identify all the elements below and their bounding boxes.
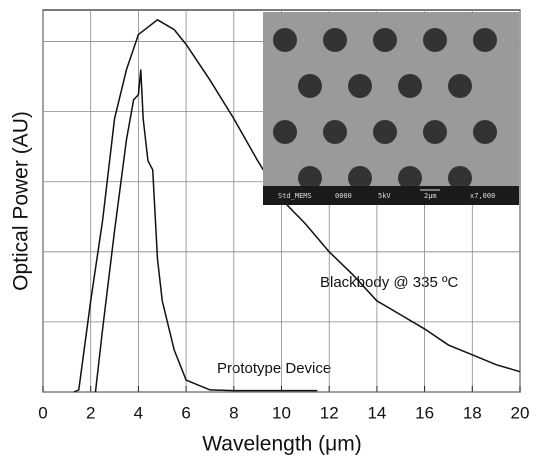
sem-label: Std_MEMS	[278, 192, 312, 200]
x-tick-label: 12	[320, 403, 339, 422]
x-tick-label: 8	[229, 403, 238, 422]
sem-hole	[473, 120, 497, 144]
x-tick-label: 4	[134, 403, 143, 422]
series-line	[73, 18, 521, 393]
sem-inset: Std_MEMS 0000 5kV 2μm x7,000	[263, 12, 519, 205]
sem-hole	[323, 120, 347, 144]
series-line	[94, 69, 318, 393]
sem-hole	[373, 120, 397, 144]
sem-hole	[473, 28, 497, 52]
sem-label: 2μm	[424, 192, 437, 200]
x-axis-title: Wavelength (μm)	[202, 433, 362, 456]
sem-hole	[298, 166, 322, 190]
sem-hole	[423, 120, 447, 144]
sem-hole	[448, 74, 472, 98]
sem-hole	[423, 28, 447, 52]
x-tick-label: 16	[415, 403, 434, 422]
sem-label: x7,000	[470, 192, 495, 200]
sem-hole	[398, 74, 422, 98]
y-axis-title: Optical Power (AU)	[10, 111, 33, 291]
x-tick-label: 18	[463, 403, 482, 422]
sem-info-bar	[263, 186, 519, 205]
x-tick-label: 10	[272, 403, 291, 422]
sem-hole	[398, 166, 422, 190]
sem-hole	[448, 166, 472, 190]
x-tick-label: 6	[181, 403, 190, 422]
sem-label: 5kV	[378, 192, 391, 200]
sem-hole	[273, 120, 297, 144]
sem-hole	[348, 74, 372, 98]
x-tick-label: 14	[367, 403, 386, 422]
series-label: Blackbody @ 335 ºC	[320, 274, 458, 291]
x-tick-label: 20	[511, 403, 530, 422]
sem-hole	[323, 28, 347, 52]
x-tick-label: 2	[86, 403, 95, 422]
x-tick-label: 0	[38, 403, 47, 422]
series-label: Prototype Device	[217, 360, 331, 377]
sem-label: 0000	[335, 192, 352, 200]
sem-hole	[298, 74, 322, 98]
sem-hole	[273, 28, 297, 52]
sem-hole	[348, 166, 372, 190]
sem-hole	[373, 28, 397, 52]
